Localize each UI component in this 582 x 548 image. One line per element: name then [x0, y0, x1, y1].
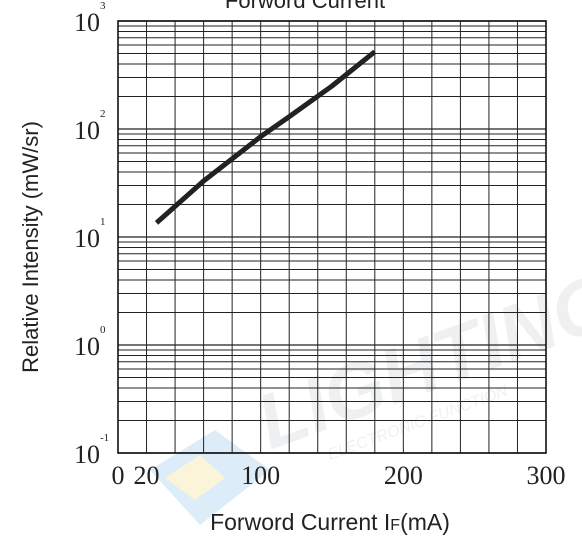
x-axis-label-main: Forword Current I	[210, 509, 390, 535]
y-tick-label-exponent: 1	[100, 216, 106, 228]
y-tick-label-exponent: -1	[100, 432, 109, 444]
y-tick-label-base: 10	[74, 224, 100, 253]
y-tick-label-base: 10	[74, 116, 100, 145]
x-axis-label-unit: (mA)	[400, 509, 450, 535]
chart-title: Forword Current	[225, 0, 385, 13]
watermark-text: LIGHTING	[246, 256, 582, 466]
series-group	[154, 49, 377, 225]
watermark-logo-accent	[165, 455, 225, 500]
x-tick-label: 0	[112, 461, 125, 490]
x-tick-label: 100	[241, 461, 280, 490]
y-tick-label-base: 10	[74, 8, 100, 37]
grid	[117, 20, 547, 454]
plot-frame	[117, 20, 547, 454]
y-tick-label-base: 10	[74, 332, 100, 361]
x-axis-label-subscript: F	[390, 517, 400, 534]
x-tick-label: 300	[527, 461, 566, 490]
x-axis-label: Forword Current IF(mA)	[210, 509, 450, 535]
x-tick-labels: 0 20 100 200 300	[112, 461, 566, 490]
y-tick-label-exponent: 0	[100, 324, 106, 336]
x-tick-label: 200	[384, 461, 423, 490]
series-line	[154, 49, 377, 225]
y-tick-label-exponent: 2	[100, 108, 106, 120]
y-axis-label: Relative Intensity (mW/sr)	[18, 121, 43, 373]
y-tick-label-exponent: 3	[100, 0, 106, 12]
y-tick-label-base: 10	[74, 440, 100, 469]
x-tick-label: 20	[134, 461, 160, 490]
